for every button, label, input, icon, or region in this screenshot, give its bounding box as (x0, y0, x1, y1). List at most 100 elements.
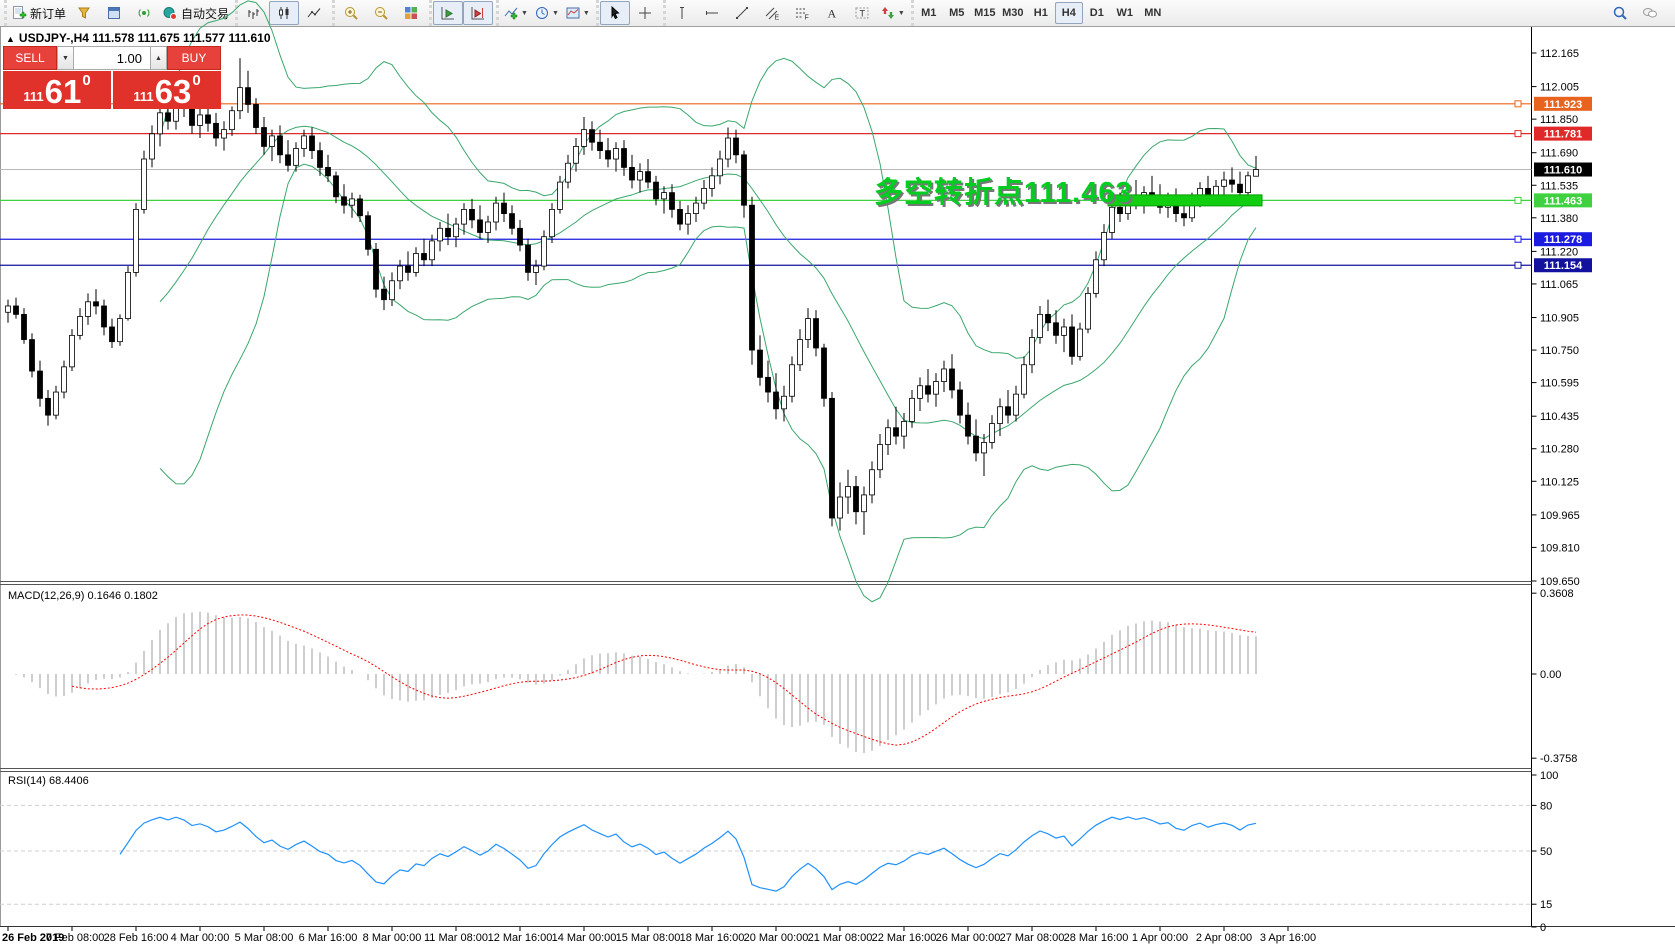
line-chart-button[interactable] (299, 1, 329, 25)
svg-text:22 Mar 16:00: 22 Mar 16:00 (872, 932, 937, 944)
timeframe-d1[interactable]: D1 (1089, 7, 1104, 19)
svg-text:0: 0 (1540, 922, 1546, 934)
cursor-button[interactable] (599, 1, 630, 25)
chart-shift-button[interactable] (463, 1, 494, 25)
text-label-button[interactable]: T (847, 1, 877, 25)
symbol-title-text: USDJPY-,H4 111.578 111.675 111.577 111.6… (18, 31, 271, 45)
sell-price[interactable]: 111 61 0 (3, 71, 111, 109)
horizontal-line-111.278[interactable] (0, 235, 1532, 243)
search-button[interactable] (1605, 1, 1635, 25)
timeframe-m5[interactable]: M5 (949, 7, 965, 19)
svg-text:18 Mar 16:00: 18 Mar 16:00 (680, 932, 745, 944)
bar-chart-button[interactable] (239, 1, 269, 25)
auto-scroll-button[interactable] (433, 1, 464, 25)
autotrading-button[interactable]: 自动交易 (159, 1, 232, 25)
candle-chart-icon (279, 7, 289, 19)
timeframe-m30[interactable]: M30 (1002, 7, 1024, 19)
svg-text:4 Mar 00:00: 4 Mar 00:00 (171, 932, 230, 944)
svg-text:110.280: 110.280 (1540, 444, 1579, 456)
text-button[interactable]: A (817, 1, 847, 25)
collapse-panel-icon[interactable]: ▲ (6, 34, 15, 44)
sell-button[interactable]: SELL (3, 46, 57, 70)
svg-text:111.154: 111.154 (1544, 260, 1583, 272)
svg-text:20 Mar 00:00: 20 Mar 00:00 (744, 932, 809, 944)
sell-price-sup: 0 (82, 72, 91, 89)
arrows-icon (881, 7, 894, 19)
candle-chart-button[interactable] (269, 1, 300, 25)
lot-increase-button[interactable]: ▲ (150, 46, 167, 70)
timeframe-h4[interactable]: H4 (1054, 2, 1083, 24)
toolbar-right (1605, 1, 1665, 25)
svg-text:6 Mar 16:00: 6 Mar 16:00 (299, 932, 358, 944)
svg-text:1 Apr 00:00: 1 Apr 00:00 (1132, 932, 1188, 944)
svg-text:100: 100 (1540, 770, 1558, 782)
toolbar-group (235, 0, 330, 26)
macd-signal-line (71, 614, 1257, 746)
svg-text:11 Mar 08:00: 11 Mar 08:00 (424, 932, 488, 944)
svg-text:111.610: 111.610 (1544, 165, 1583, 177)
trendline-icon (735, 7, 748, 19)
signals-button[interactable] (129, 1, 159, 25)
market-watch-button[interactable] (69, 1, 99, 25)
zoom-in-button[interactable] (336, 1, 366, 25)
timeframe-m1[interactable]: M1 (921, 7, 937, 19)
fibonacci-button[interactable]: F (787, 1, 817, 25)
timeframe-m15[interactable]: M15 (974, 7, 996, 19)
lot-size-input[interactable]: 1.00 (74, 46, 150, 70)
line-chart-icon (307, 8, 321, 18)
buy-price[interactable]: 111 63 0 (113, 71, 221, 109)
svg-text:111.220: 111.220 (1540, 246, 1578, 258)
svg-text:111.690: 111.690 (1540, 148, 1578, 160)
horizontal-line-111.154[interactable] (0, 261, 1532, 269)
buy-price-sup: 0 (192, 72, 201, 89)
periods-menu[interactable]: ▼ (531, 1, 562, 25)
horizontal-line-111.781[interactable] (0, 130, 1532, 138)
vertical-line-button[interactable] (667, 1, 697, 25)
svg-text:80: 80 (1540, 800, 1552, 812)
arrows-menu[interactable]: ▼ (877, 1, 908, 25)
timeframe-group: M1 M5 M15 M30 H1 H4 D1 W1 MN (910, 0, 1168, 26)
indicators-menu[interactable]: ▼ (500, 1, 531, 25)
svg-text:26 Mar 00:00: 26 Mar 00:00 (936, 932, 1001, 944)
timeframe-w1[interactable]: W1 (1116, 7, 1134, 19)
price-axis: 112.165 112.005 111.850 111.690 111.535 111.3… (1531, 48, 1580, 934)
new-order-button[interactable]: 新订单 (8, 1, 69, 25)
hline-icon (705, 11, 718, 15)
crosshair-button[interactable] (630, 1, 660, 25)
svg-text:109.965: 109.965 (1540, 510, 1580, 522)
turning-point-annotation[interactable]: 多空转折点111.463 (874, 177, 1133, 209)
doc-plus-icon (13, 6, 27, 19)
template-icon (566, 7, 580, 19)
horizontal-line-111.463[interactable] (0, 196, 1532, 204)
svg-text:0.00: 0.00 (1540, 669, 1561, 681)
svg-text:E: E (774, 15, 779, 22)
toolbar-group (332, 0, 427, 26)
buy-button[interactable]: BUY (167, 46, 221, 70)
zoom-out-icon (375, 7, 388, 20)
lot-decrease-button[interactable]: ▼ (57, 46, 74, 70)
sell-price-big: 61 (44, 73, 82, 110)
toolbar-group: 新订单 自动交易 (4, 0, 233, 26)
timeframe-h1[interactable]: H1 (1033, 7, 1048, 19)
turning-point-level-bar[interactable] (1107, 194, 1263, 207)
svg-text:110.750: 110.750 (1540, 345, 1579, 357)
templates-menu[interactable]: ▼ (562, 1, 593, 25)
svg-text:27 Mar 08:00: 27 Mar 08:00 (1000, 932, 1065, 944)
trendline-button[interactable] (727, 1, 757, 25)
tile-windows-button[interactable] (396, 1, 426, 25)
equidistant-channel-button[interactable]: E (757, 1, 787, 25)
horizontal-line-111.923[interactable] (0, 100, 1532, 108)
chat-button[interactable] (1635, 1, 1665, 25)
zoom-out-button[interactable] (366, 1, 396, 25)
autotrade-icon (163, 7, 178, 20)
horizontal-line-button[interactable] (697, 1, 727, 25)
panel-frames (0, 27, 1675, 927)
svg-text:111.781: 111.781 (1544, 129, 1583, 141)
price-tags: 111.923 111.781 111.463 111.278 111.154 111.6… (1534, 96, 1592, 273)
search-icon (1613, 6, 1627, 20)
new-chart-button[interactable] (99, 1, 129, 25)
toolbar-group (595, 0, 661, 26)
shift-icon (471, 7, 485, 20)
timeframe-mn[interactable]: MN (1144, 7, 1162, 19)
